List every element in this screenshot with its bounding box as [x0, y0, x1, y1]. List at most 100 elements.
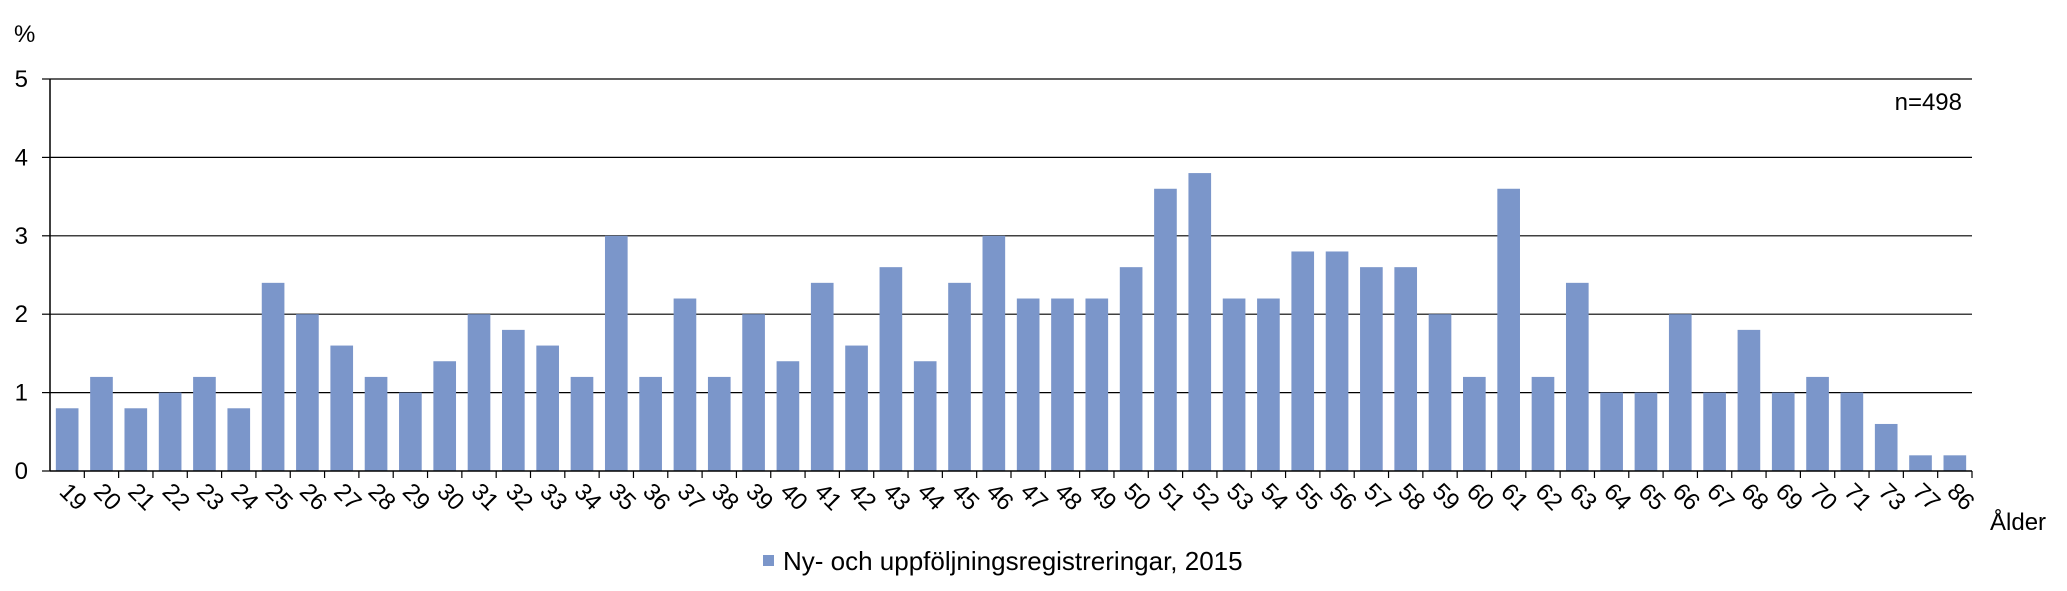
bar-age-47	[1016, 298, 1040, 471]
bar-age-42	[845, 345, 868, 471]
x-tick-label: 54	[1255, 478, 1293, 516]
bar-age-37	[673, 298, 697, 471]
x-tick-label: 28	[363, 478, 401, 516]
x-tick-label: 36	[637, 478, 675, 516]
x-tick-label: 62	[1530, 478, 1568, 516]
bar-age-70	[1806, 376, 1829, 471]
bar-age-73	[1874, 423, 1898, 471]
x-tick-label: 26	[294, 478, 332, 516]
x-tick-label: 23	[191, 478, 229, 516]
y-tick-label: 0	[15, 458, 28, 485]
bar-age-45	[948, 282, 971, 471]
x-tick-label: 35	[603, 478, 641, 516]
bar-age-39	[742, 314, 765, 471]
bar-age-36	[639, 376, 662, 471]
bar-age-20	[90, 376, 113, 471]
x-tick-label: 39	[740, 478, 778, 516]
x-tick-label: 68	[1736, 478, 1774, 516]
x-tick-label: 49	[1084, 478, 1122, 516]
y-axis-ticks: 0 1 2 3 4 5	[15, 66, 50, 485]
n-annotation: n=498	[1895, 89, 1962, 116]
bar-age-33	[536, 345, 559, 471]
x-tick-label: 47	[1015, 478, 1053, 516]
bar-age-30	[433, 361, 457, 471]
bar-age-65	[1634, 392, 1658, 471]
y-tick-label: 4	[15, 144, 28, 171]
x-tick-label: 21	[123, 478, 161, 516]
x-tick-label: 20	[88, 478, 126, 516]
x-tick-label: 41	[809, 478, 847, 516]
bar-age-46	[982, 235, 1006, 471]
x-tick-label: 48	[1049, 478, 1087, 516]
x-tick-label: 58	[1392, 478, 1430, 516]
bar-age-22	[158, 392, 182, 471]
x-tick-label: 65	[1633, 478, 1671, 516]
bar-age-62	[1531, 376, 1555, 471]
bar-age-35	[604, 235, 628, 471]
x-tick-label: 24	[226, 478, 264, 516]
bar-age-67	[1703, 392, 1726, 471]
x-tick-label: 29	[397, 478, 435, 516]
x-tick-label: 67	[1701, 478, 1739, 516]
bar-age-38	[707, 376, 731, 471]
y-tick-label: 3	[15, 223, 28, 250]
bar-age-49	[1085, 298, 1109, 471]
x-tick-label: 57	[1358, 478, 1396, 516]
bar-age-19	[55, 408, 79, 471]
x-tick-label: 42	[843, 478, 881, 516]
bar-age-50	[1119, 267, 1143, 471]
bar-age-51	[1154, 188, 1177, 471]
bar-age-31	[467, 314, 491, 471]
bar-age-86	[1943, 455, 1967, 471]
x-tick-label: 46	[981, 478, 1019, 516]
bar-age-66	[1668, 314, 1692, 471]
x-axis-ticks: 1920212223242526272829303132333435363738…	[54, 471, 1980, 516]
x-tick-label: 19	[54, 478, 92, 516]
bar-age-29	[399, 392, 422, 471]
x-tick-label: 56	[1324, 478, 1362, 516]
bar-age-53	[1222, 298, 1246, 471]
x-tick-label: 71	[1839, 478, 1877, 516]
bar-age-60	[1463, 376, 1486, 471]
x-tick-label: 63	[1564, 478, 1602, 516]
x-tick-label: 34	[569, 478, 607, 516]
x-tick-label: 55	[1289, 478, 1327, 516]
bar-age-21	[124, 408, 148, 471]
x-axis-label: Ålder	[1990, 508, 2046, 536]
x-tick-label: 77	[1907, 478, 1945, 516]
bar-age-69	[1771, 392, 1795, 471]
x-tick-label: 38	[706, 478, 744, 516]
bars	[55, 173, 1967, 471]
bar-age-24	[227, 408, 251, 471]
x-tick-label: 25	[260, 478, 298, 516]
x-tick-label: 73	[1873, 478, 1911, 516]
x-tick-label: 43	[878, 478, 916, 516]
x-tick-label: 70	[1804, 478, 1842, 516]
legend-label: Ny- och uppföljningsregistreringar, 2015	[783, 546, 1243, 576]
x-tick-label: 30	[431, 478, 469, 516]
bar-age-23	[193, 376, 216, 471]
bar-age-44	[913, 361, 937, 471]
x-tick-label: 31	[466, 478, 504, 516]
x-tick-label: 51	[1152, 478, 1190, 516]
y-tick-label: 2	[15, 301, 28, 328]
legend-swatch	[763, 555, 774, 566]
bar-age-25	[261, 282, 285, 471]
bar-age-58	[1394, 267, 1418, 471]
bar-age-40	[776, 361, 800, 471]
x-tick-label: 40	[775, 478, 813, 516]
x-tick-label: 22	[157, 478, 195, 516]
x-tick-label: 32	[500, 478, 538, 516]
bar-age-71	[1840, 392, 1864, 471]
bar-age-27	[330, 345, 354, 471]
bar-age-43	[879, 267, 903, 471]
bar-age-56	[1325, 251, 1349, 471]
bar-age-28	[364, 376, 388, 471]
bar-age-64	[1600, 392, 1623, 471]
x-tick-label: 45	[946, 478, 984, 516]
bar-age-52	[1188, 173, 1212, 471]
bar-age-34	[570, 376, 594, 471]
x-tick-label: 69	[1770, 478, 1808, 516]
bar-age-32	[502, 329, 525, 471]
